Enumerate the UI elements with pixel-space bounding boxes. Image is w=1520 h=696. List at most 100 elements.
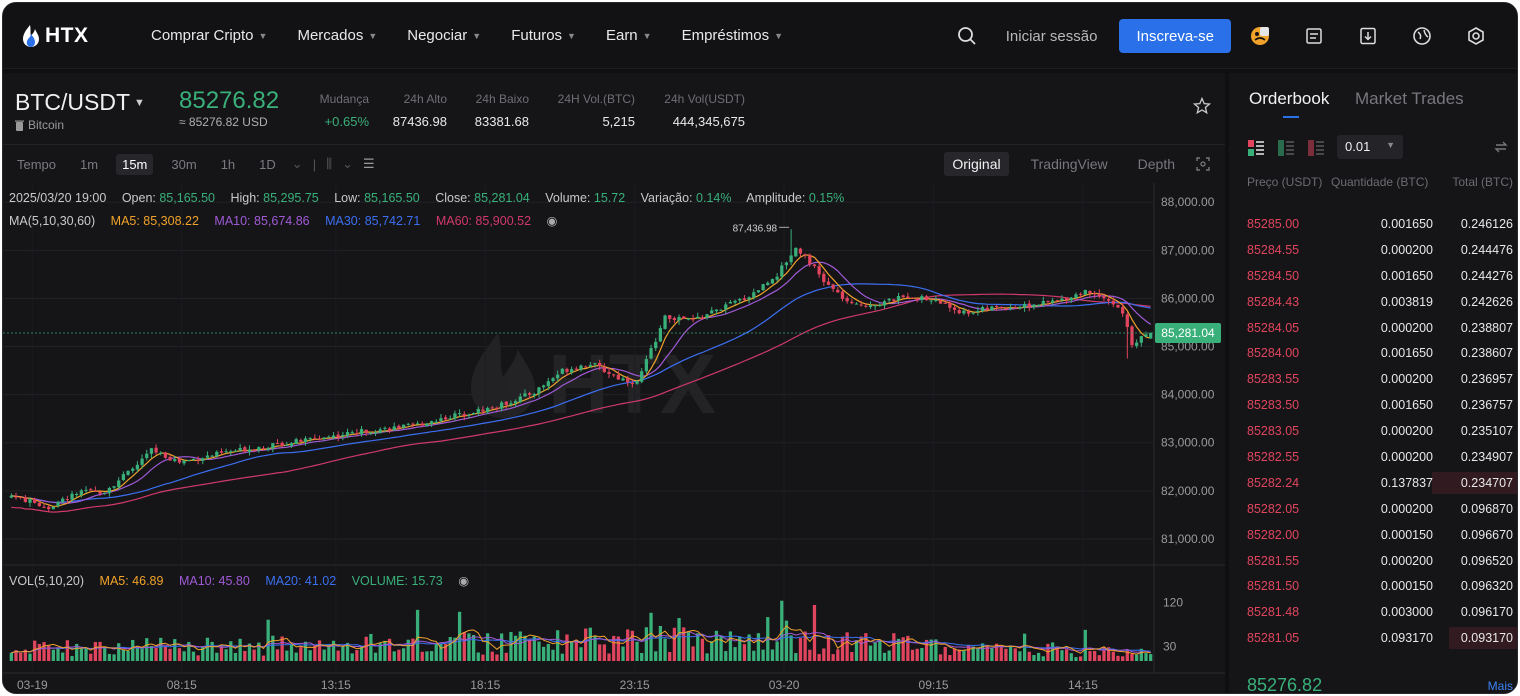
orderbook-ask-row[interactable]: 85283.55 0.000200 0.236957 xyxy=(1229,366,1517,392)
volume-bar xyxy=(233,652,238,661)
orderbook-ask-row[interactable]: 85283.50 0.001650 0.236757 xyxy=(1229,392,1517,418)
timeframe-30m[interactable]: 30m xyxy=(171,156,197,172)
candle-body xyxy=(1032,304,1036,308)
timeframe-1h[interactable]: 1h xyxy=(220,156,236,172)
timeframe-more-icon[interactable]: ⌄ xyxy=(291,156,303,171)
info-open-value: 85,165.50 xyxy=(159,191,215,205)
signup-button[interactable]: Inscreva-se xyxy=(1119,19,1231,53)
orderbook-ask-row[interactable]: 85284.00 0.001650 0.238607 xyxy=(1229,340,1517,366)
volume-bar xyxy=(831,654,835,661)
candle-body xyxy=(350,432,354,434)
info-low-label: Low: xyxy=(334,191,361,205)
info-change-value: 0.14% xyxy=(696,191,732,205)
avatar-icon[interactable] xyxy=(1249,25,1271,47)
candle-body xyxy=(294,439,298,444)
volume-bar xyxy=(135,647,140,661)
candle-body xyxy=(934,299,938,301)
volume-bar xyxy=(584,628,588,661)
volume-bar xyxy=(934,639,938,661)
volume-bar xyxy=(163,646,168,661)
nav-mercados[interactable]: Mercados ▼ xyxy=(297,27,377,44)
orderbook-ask-row[interactable]: 85284.05 0.000200 0.238807 xyxy=(1229,315,1517,341)
swap-icon[interactable] xyxy=(1493,139,1509,155)
timeframe-1m[interactable]: 1m xyxy=(80,156,99,172)
htx-logo[interactable]: HTX xyxy=(21,24,121,48)
orderbook-ask-row[interactable]: 85284.50 0.001650 0.244276 xyxy=(1229,263,1517,289)
download-icon[interactable] xyxy=(1357,25,1379,47)
nav-comprar-cripto[interactable]: Comprar Cripto ▼ xyxy=(151,27,267,44)
orderbook-ask-row[interactable]: 85281.50 0.000150 0.096320 xyxy=(1229,573,1517,599)
search-icon[interactable] xyxy=(956,25,978,47)
timeframe-1d[interactable]: 1D xyxy=(259,156,276,172)
orderbook-ask-row[interactable]: 85282.05 0.000200 0.096870 xyxy=(1229,496,1517,522)
volume-bar xyxy=(359,646,364,661)
more-link[interactable]: Mais xyxy=(1487,679,1513,693)
volume-bar xyxy=(1092,650,1097,661)
orders-icon[interactable] xyxy=(1303,25,1325,47)
tab-orderbook[interactable]: Orderbook xyxy=(1249,89,1330,108)
nav-earn[interactable]: Earn ▼ xyxy=(606,27,652,44)
volume-bar xyxy=(275,649,280,661)
candle-body xyxy=(1083,290,1087,295)
orderbook-ask-row[interactable]: 85282.24 0.137837 0.234707 xyxy=(1229,470,1517,496)
nav-emprestimos[interactable]: Empréstimos ▼ xyxy=(682,27,783,44)
candle-body xyxy=(495,407,499,409)
candle-body xyxy=(233,450,238,452)
precision-select[interactable]: 0.01 ▼ xyxy=(1337,135,1403,159)
chart-settings-icon[interactable]: ☰ xyxy=(362,156,375,171)
view-tab-tradingview[interactable]: TradingView xyxy=(1030,156,1108,172)
orderbook-ask-row[interactable]: 85281.05 0.093170 0.093170 xyxy=(1229,625,1517,651)
candle-body xyxy=(626,378,630,383)
volume-bar xyxy=(724,651,728,661)
nav-futuros[interactable]: Futuros ▼ xyxy=(511,27,576,44)
orderbook-ask-row[interactable]: 85281.55 0.000200 0.096520 xyxy=(1229,548,1517,574)
volume-bar xyxy=(845,632,849,661)
language-icon[interactable] xyxy=(1411,25,1433,47)
timeframe-tempo[interactable]: Tempo xyxy=(17,156,57,172)
chart-area[interactable]: HTX 88,000.00 87,000.00 86,000.00 85,000.00… xyxy=(3,183,1225,694)
layout-bids-icon[interactable] xyxy=(1277,139,1295,157)
tab-market-trades[interactable]: Market Trades xyxy=(1355,89,1464,108)
candle-body xyxy=(602,366,606,373)
volume-bar xyxy=(952,648,957,661)
login-link[interactable]: Iniciar sessão xyxy=(1005,27,1098,45)
favorite-star-icon[interactable] xyxy=(1193,97,1211,115)
eye-icon[interactable]: ◉ xyxy=(458,574,470,588)
candle-body xyxy=(1027,303,1031,308)
eye-icon[interactable]: ◉ xyxy=(546,214,558,228)
volume-bars xyxy=(9,600,1153,661)
orderbook-ask-row[interactable]: 85284.55 0.000200 0.244476 xyxy=(1229,237,1517,263)
settings-icon[interactable] xyxy=(1465,25,1487,47)
orderbook-ask-row[interactable]: 85282.55 0.000200 0.234907 xyxy=(1229,444,1517,470)
volume-bar xyxy=(607,653,611,661)
view-tab-depth[interactable]: Depth xyxy=(1137,156,1175,172)
indicator-more-icon[interactable]: ⌄ xyxy=(342,156,353,171)
fullscreen-icon[interactable] xyxy=(1195,156,1211,172)
pair-selector[interactable]: BTC/USDT ▼ xyxy=(15,89,145,116)
orderbook-ask-row[interactable]: 85281.48 0.003000 0.096170 xyxy=(1229,599,1517,625)
volume-bar xyxy=(1083,629,1087,661)
candlestick-chart[interactable]: HTX 88,000.00 87,000.00 86,000.00 85,000.00… xyxy=(3,183,1225,694)
orderbook-ask-row[interactable]: 85285.00 0.001650 0.246126 xyxy=(1229,211,1517,237)
indicator-icon[interactable]: ⫼ xyxy=(326,156,333,171)
orderbook-ask-row[interactable]: 85283.05 0.000200 0.235107 xyxy=(1229,418,1517,444)
volume-bar xyxy=(93,642,98,661)
candle-body xyxy=(210,455,214,457)
candle-body xyxy=(882,301,887,306)
orderbook-ask-row[interactable]: 85284.43 0.003819 0.242626 xyxy=(1229,289,1517,315)
volume-bar xyxy=(317,640,322,661)
volume-bar xyxy=(766,617,770,661)
candle-body xyxy=(943,302,947,304)
layout-asks-icon[interactable] xyxy=(1307,139,1325,157)
candle-body xyxy=(149,448,154,454)
candle-body xyxy=(215,451,219,457)
candle-body xyxy=(836,289,840,293)
orderbook-ask-row[interactable]: 85282.00 0.000150 0.096670 xyxy=(1229,522,1517,548)
volume-bar xyxy=(957,649,961,661)
candle-body xyxy=(1013,307,1017,309)
ask-quantity: 0.137837 xyxy=(1380,475,1433,490)
nav-negociar[interactable]: Negociar ▼ xyxy=(407,27,481,44)
layout-both-icon[interactable] xyxy=(1247,139,1265,157)
timeframe-15m[interactable]: 15m xyxy=(116,153,154,175)
view-tab-original[interactable]: Original xyxy=(944,152,1009,176)
